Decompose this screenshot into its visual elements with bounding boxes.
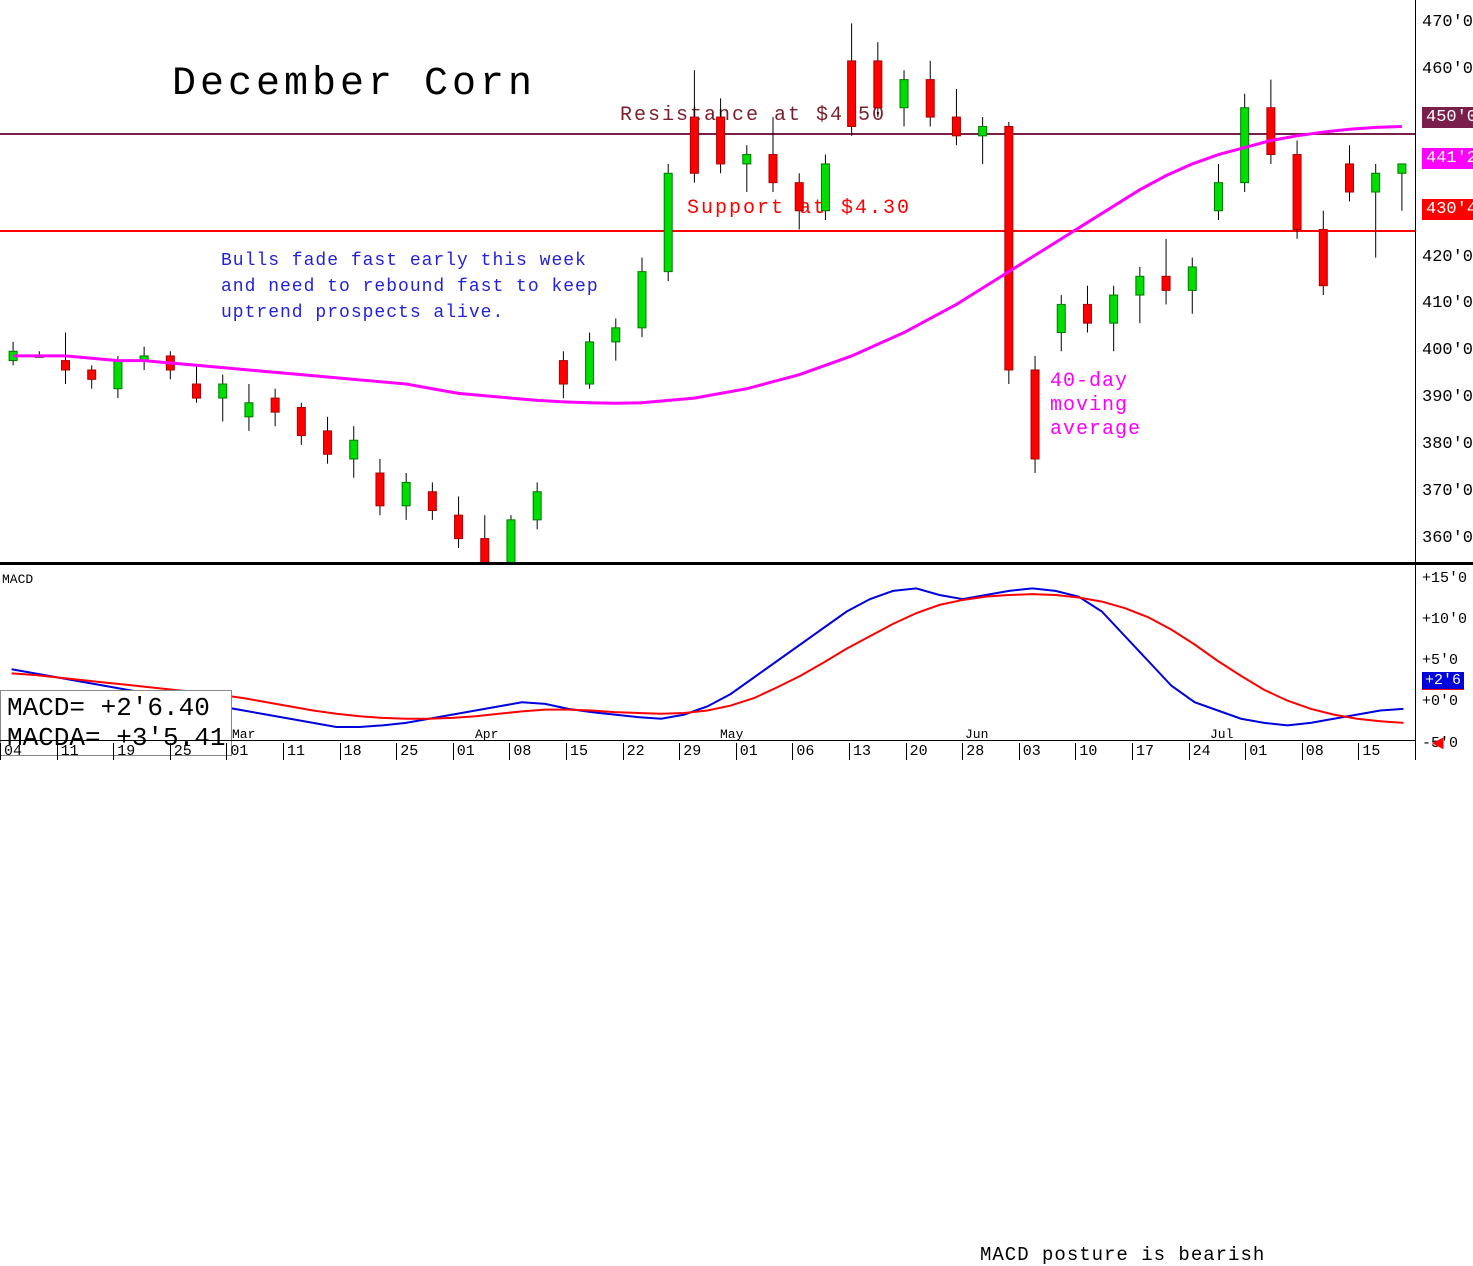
price-axis-tick-450: 450'0	[1422, 107, 1473, 128]
price-axis-tick-460: 460'0	[1422, 60, 1473, 79]
macd-value-line: MACD= +2'6.40	[7, 693, 225, 723]
date-tick-03-18: 03	[1019, 743, 1041, 760]
date-tick-20-16: 20	[906, 743, 928, 760]
price-axis-tick-410: 410'0	[1422, 294, 1473, 313]
date-tick-18-6: 18	[340, 743, 362, 760]
macd-axis-tick-0: +0'0	[1422, 693, 1458, 710]
price-axis-tick-380: 380'0	[1422, 435, 1473, 454]
date-tick-25-3: 25	[170, 743, 192, 760]
date-tick-11-1: 11	[57, 743, 79, 760]
date-tick-22-11: 22	[623, 743, 645, 760]
month-axis: Mar Apr May Jun Jul	[0, 727, 1415, 741]
date-tick-10-19: 10	[1075, 743, 1097, 760]
date-tick-25-7: 25	[396, 743, 418, 760]
macd-axis-tick-2.6: +2'6	[1422, 672, 1464, 689]
date-tick-19-2: 19	[113, 743, 135, 760]
moving-average-line	[0, 0, 1415, 562]
price-axis-tick-430.4: 430'4	[1422, 199, 1473, 220]
macd-axis-tick-5: +5'0	[1422, 652, 1458, 669]
date-tick-28-17: 28	[962, 743, 984, 760]
macd-axis-tick-10: +10'0	[1422, 611, 1467, 628]
price-axis-tick-420: 420'0	[1422, 248, 1473, 267]
date-tick-13-15: 13	[849, 743, 871, 760]
date-tick-11-5: 11	[283, 743, 305, 760]
price-axis-tick-390: 390'0	[1422, 388, 1473, 407]
date-tick-04-0: 04	[0, 743, 22, 760]
macd-bearish-label: MACD posture is bearish	[980, 1244, 1265, 1266]
date-tick-01-8: 01	[453, 743, 475, 760]
date-tick-24-21: 24	[1189, 743, 1211, 760]
date-tick-01-13: 01	[736, 743, 758, 760]
price-axis: 470'0 460'0 450'0 441'2 430'4 420'0 410'0 400'0…	[1415, 0, 1473, 562]
date-tick-01-4: 01	[226, 743, 248, 760]
macd-axis-tick-15: +15'0	[1422, 570, 1467, 587]
price-axis-tick-400: 400'0	[1422, 341, 1473, 360]
date-tick-01-22: 01	[1245, 743, 1267, 760]
date-tick-08-23: 08	[1302, 743, 1324, 760]
date-tick-06-14: 06	[792, 743, 814, 760]
price-axis-tick-360: 360'0	[1422, 529, 1473, 548]
price-axis-tick-441.2: 441'2	[1422, 148, 1473, 169]
chart-root: December Corn Resistance at $4.50 Suppor…	[0, 0, 1473, 760]
date-tick-29-12: 29	[679, 743, 701, 760]
red-left-arrow-icon[interactable]: ◄	[1432, 733, 1444, 756]
date-tick-15-24: 15	[1358, 743, 1380, 760]
price-plot-area: Resistance at $4.50 Support at $4.30 Bul…	[0, 0, 1415, 562]
macd-axis: +15'0+10'0+5'0+2'5+2'6+0'0-5'0	[1415, 562, 1473, 760]
date-tick-17-20: 17	[1132, 743, 1154, 760]
date-tick-08-9: 08	[509, 743, 531, 760]
price-axis-tick-470: 470'0	[1422, 13, 1473, 32]
date-axis: 04 11 19 25 01 11 18 25 01 08 15 22 29 01 06 13 20 28 03 10…	[0, 740, 1415, 760]
date-tick-15-10: 15	[566, 743, 588, 760]
price-axis-tick-370: 370'0	[1422, 482, 1473, 501]
